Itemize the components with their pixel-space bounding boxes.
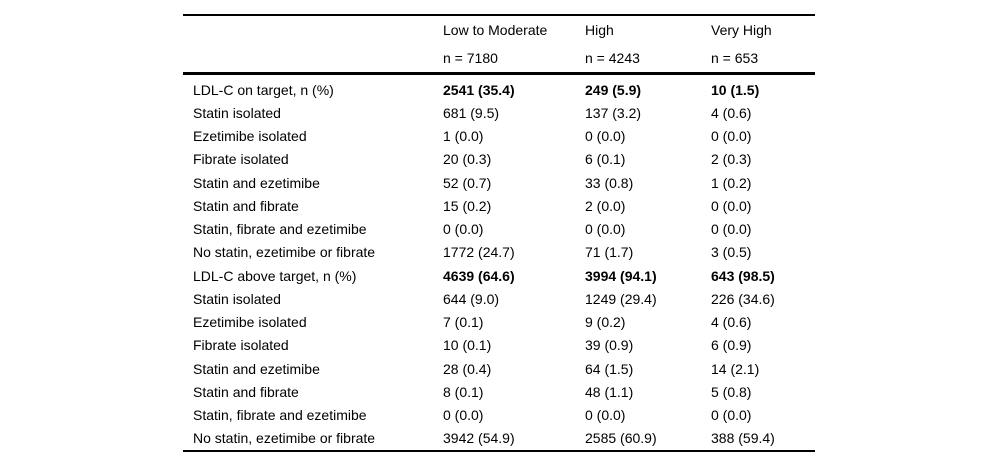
row-value: 10 (0.1) bbox=[443, 337, 492, 354]
row-value: 39 (0.9) bbox=[585, 337, 634, 354]
header-n-row: n = 7180 n = 4243 n = 653 bbox=[183, 44, 815, 72]
row-value: 1 (0.2) bbox=[711, 174, 752, 191]
table-row: Statin and ezetimibe 52 (0.7) 33 (0.8) 1 (0… bbox=[183, 171, 815, 194]
row-label: Fibrate isolated bbox=[193, 151, 289, 168]
row-value: 0 (0.0) bbox=[443, 407, 484, 424]
row-value: 28 (0.4) bbox=[443, 360, 492, 377]
row-value: 0 (0.0) bbox=[585, 407, 626, 424]
row-value: 0 (0.0) bbox=[585, 221, 626, 238]
table-body: LDL-C on target, n (%) 2541 (35.4) 249 (5.… bbox=[183, 75, 815, 450]
row-value: 249 (5.9) bbox=[585, 81, 642, 98]
row-value: 2 (0.0) bbox=[585, 197, 626, 214]
row-value: 137 (3.2) bbox=[585, 104, 642, 121]
row-value: 10 (1.5) bbox=[711, 81, 760, 98]
row-label: LDL-C on target, n (%) bbox=[193, 81, 334, 98]
table-row: Fibrate isolated 10 (0.1) 39 (0.9) 6 (0.9) bbox=[183, 334, 815, 357]
row-value: 9 (0.2) bbox=[585, 314, 626, 331]
column-header-low-to-moderate: Low to Moderate bbox=[443, 22, 548, 38]
row-value: 2541 (35.4) bbox=[443, 81, 515, 98]
row-value: 3 (0.5) bbox=[711, 244, 752, 261]
table-row: LDL-C on target, n (%) 2541 (35.4) 249 (5.… bbox=[183, 78, 815, 101]
row-value: 388 (59.4) bbox=[711, 430, 775, 447]
row-label: No statin, ezetimibe or fibrate bbox=[193, 430, 376, 447]
row-value: 0 (0.0) bbox=[711, 197, 752, 214]
table-row: Statin isolated 681 (9.5) 137 (3.2) 4 (0.6) bbox=[183, 101, 815, 124]
row-label: Statin isolated bbox=[193, 290, 281, 307]
table-top-rule bbox=[183, 14, 815, 16]
table-row: Statin and fibrate 15 (0.2) 2 (0.0) 0 (0.0) bbox=[183, 194, 815, 217]
row-label: Statin and fibrate bbox=[193, 197, 299, 214]
row-label: Statin, fibrate and ezetimibe bbox=[193, 221, 367, 238]
row-value: 226 (34.6) bbox=[711, 290, 775, 307]
row-value: 4639 (64.6) bbox=[443, 267, 515, 284]
table-row: Statin, fibrate and ezetimibe 0 (0.0) 0 (0… bbox=[183, 404, 815, 427]
row-value: 0 (0.0) bbox=[443, 221, 484, 238]
row-label: Statin and ezetimibe bbox=[193, 360, 320, 377]
row-value: 3994 (94.1) bbox=[585, 267, 657, 284]
table-row: Statin and ezetimibe 28 (0.4) 64 (1.5) 14 (… bbox=[183, 357, 815, 380]
row-value: 6 (0.9) bbox=[711, 337, 752, 354]
row-value: 2585 (60.9) bbox=[585, 430, 657, 447]
row-value: 64 (1.5) bbox=[585, 360, 634, 377]
row-value: 0 (0.0) bbox=[711, 128, 752, 145]
row-value: 1772 (24.7) bbox=[443, 244, 515, 261]
row-value: 48 (1.1) bbox=[585, 383, 634, 400]
row-value: 1 (0.0) bbox=[443, 128, 484, 145]
row-value: 2 (0.3) bbox=[711, 151, 752, 168]
row-value: 643 (98.5) bbox=[711, 267, 775, 284]
row-value: 4 (0.6) bbox=[711, 314, 752, 331]
row-value: 681 (9.5) bbox=[443, 104, 500, 121]
row-label: Statin and fibrate bbox=[193, 383, 299, 400]
ldl-c-treatment-table: Low to Moderate High Very High n = 7180 … bbox=[183, 14, 815, 452]
column-n-low-to-moderate: n = 7180 bbox=[443, 50, 498, 66]
row-label: Statin, fibrate and ezetimibe bbox=[193, 407, 367, 424]
row-value: 71 (1.7) bbox=[585, 244, 634, 261]
table-bottom-rule bbox=[183, 450, 815, 452]
table-header-rule bbox=[183, 72, 815, 75]
table-row: No statin, ezetimibe or fibrate 3942 (54.… bbox=[183, 427, 815, 450]
row-value: 3942 (54.9) bbox=[443, 430, 515, 447]
table-row: LDL-C above target, n (%) 4639 (64.6) 3994… bbox=[183, 264, 815, 287]
row-value: 4 (0.6) bbox=[711, 104, 752, 121]
row-label: Statin and ezetimibe bbox=[193, 174, 320, 191]
row-value: 0 (0.0) bbox=[585, 128, 626, 145]
table-header: Low to Moderate High Very High n = 7180 … bbox=[183, 16, 815, 72]
row-value: 6 (0.1) bbox=[585, 151, 626, 168]
column-header-high: High bbox=[585, 22, 614, 38]
row-value: 33 (0.8) bbox=[585, 174, 634, 191]
row-value: 0 (0.0) bbox=[711, 221, 752, 238]
table-row: Ezetimibe isolated 1 (0.0) 0 (0.0) 0 (0.0) bbox=[183, 125, 815, 148]
row-value: 8 (0.1) bbox=[443, 383, 484, 400]
row-label: Ezetimibe isolated bbox=[193, 128, 307, 145]
row-label: Statin isolated bbox=[193, 104, 281, 121]
row-value: 15 (0.2) bbox=[443, 197, 492, 214]
row-value: 644 (9.0) bbox=[443, 290, 500, 307]
row-label: No statin, ezetimibe or fibrate bbox=[193, 244, 376, 261]
table-row: Statin isolated 644 (9.0) 1249 (29.4) 226 (… bbox=[183, 287, 815, 310]
table-row: Fibrate isolated 20 (0.3) 6 (0.1) 2 (0.3) bbox=[183, 148, 815, 171]
row-value: 14 (2.1) bbox=[711, 360, 760, 377]
row-label: Fibrate isolated bbox=[193, 337, 289, 354]
table-row: Statin, fibrate and ezetimibe 0 (0.0) 0 (0… bbox=[183, 218, 815, 241]
row-value: 0 (0.0) bbox=[711, 407, 752, 424]
column-header-very-high: Very High bbox=[711, 22, 772, 38]
row-value: 20 (0.3) bbox=[443, 151, 492, 168]
row-label: LDL-C above target, n (%) bbox=[193, 267, 357, 284]
column-n-high: n = 4243 bbox=[585, 50, 640, 66]
row-label: Ezetimibe isolated bbox=[193, 314, 307, 331]
row-value: 52 (0.7) bbox=[443, 174, 492, 191]
table-row: No statin, ezetimibe or fibrate 1772 (24.… bbox=[183, 241, 815, 264]
header-category-row: Low to Moderate High Very High bbox=[183, 16, 815, 44]
row-value: 5 (0.8) bbox=[711, 383, 752, 400]
table-row: Ezetimibe isolated 7 (0.1) 9 (0.2) 4 (0.6) bbox=[183, 311, 815, 334]
column-n-very-high: n = 653 bbox=[711, 50, 759, 66]
row-value: 7 (0.1) bbox=[443, 314, 484, 331]
row-value: 1249 (29.4) bbox=[585, 290, 657, 307]
table-row: Statin and fibrate 8 (0.1) 48 (1.1) 5 (0.8) bbox=[183, 380, 815, 403]
